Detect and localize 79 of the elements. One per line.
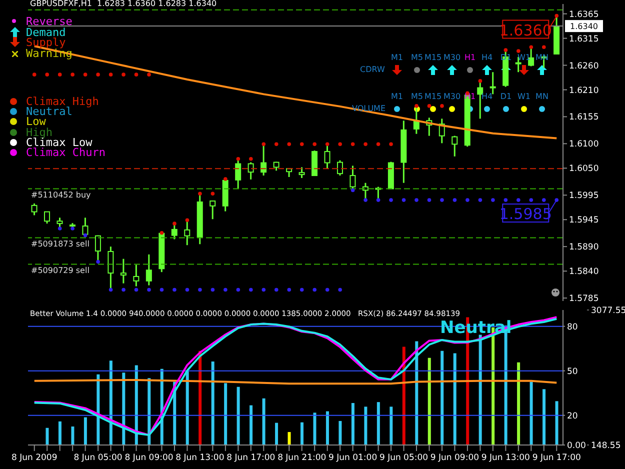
y2-tick-label: 3077.55 bbox=[591, 306, 625, 316]
annotation: High bbox=[26, 126, 52, 139]
ref-line-label: #5090729 sell bbox=[31, 266, 90, 275]
candlestick bbox=[452, 135, 458, 158]
candlestick bbox=[235, 158, 242, 190]
x-tick-label: 9 Jun 13:00 bbox=[481, 453, 530, 463]
annotation: D1 bbox=[500, 53, 512, 62]
candlestick bbox=[298, 166, 305, 179]
ref-line-label: 1.6340 bbox=[570, 22, 598, 32]
annotation: CDRW bbox=[360, 65, 385, 74]
annotation: VOLUME bbox=[352, 104, 386, 113]
annotation: Climax High bbox=[26, 95, 99, 108]
x-tick-label: 8 Jun 13:00 bbox=[176, 453, 224, 463]
ref-line-label: #5091873 sell bbox=[31, 239, 90, 248]
annotation: MN bbox=[536, 92, 548, 101]
candlestick bbox=[146, 254, 152, 286]
candlestick bbox=[184, 219, 190, 246]
annotation: M15 bbox=[424, 92, 442, 101]
y-tick-label: 1.5785 bbox=[569, 294, 599, 304]
candlestick bbox=[44, 211, 50, 224]
annotation: M5 bbox=[411, 53, 423, 62]
annotation: W1 bbox=[518, 53, 530, 62]
annotation: Supply bbox=[26, 36, 66, 49]
x-tick-label: 9 Jun 17:00 bbox=[532, 453, 581, 463]
candlestick bbox=[133, 264, 140, 288]
annotation: H1 bbox=[464, 53, 476, 62]
candlestick bbox=[94, 234, 101, 263]
x-tick-label: 8 Jun 2009 bbox=[12, 453, 58, 463]
candlestick bbox=[490, 71, 496, 95]
annotation: M30 bbox=[443, 92, 461, 101]
y-tick-label: 1.6100 bbox=[569, 140, 599, 150]
candlestick bbox=[120, 258, 126, 284]
x-tick-label: 9 Jun 05:00 bbox=[379, 453, 428, 463]
y-tick-label: 1.6365 bbox=[569, 10, 599, 20]
x-tick-label: 8 Jun 05:00 bbox=[74, 453, 122, 463]
candlestick bbox=[171, 222, 178, 240]
y-tick-label: 1.5840 bbox=[569, 267, 599, 278]
y-tick-label: 1.5945 bbox=[569, 216, 599, 226]
y-tick-label: 1.6210 bbox=[569, 86, 599, 96]
ref-line-label: #5110452 buy bbox=[31, 190, 92, 200]
annotation: Demand bbox=[26, 26, 66, 38]
y-tick-label: 1.5995 bbox=[569, 191, 599, 202]
annotation: M1 bbox=[391, 53, 403, 62]
annotation: W1 bbox=[518, 92, 530, 101]
y-tick-label: 50 bbox=[567, 366, 578, 377]
y-tick-label: 1.6260 bbox=[569, 61, 599, 72]
candlestick bbox=[210, 200, 216, 220]
candlestick bbox=[528, 47, 534, 67]
y-tick-label: 1.6050 bbox=[569, 164, 599, 174]
x-tick-label: 8 Jun 09:00 bbox=[124, 453, 174, 463]
y-tick-label: 1.6315 bbox=[569, 34, 599, 44]
candlestick bbox=[350, 164, 356, 191]
x-tick-label: 8 Jun 21:00 bbox=[278, 453, 326, 463]
candlestick bbox=[336, 160, 343, 176]
candlestick bbox=[82, 216, 88, 236]
y-tick-label: 1.5890 bbox=[569, 242, 599, 253]
annotation: Climax Churn bbox=[26, 146, 106, 159]
annotation: Reverse bbox=[26, 15, 72, 28]
candlestick bbox=[56, 216, 63, 230]
annotation: H4 bbox=[481, 53, 493, 62]
y-tick-label: 0.00 bbox=[567, 441, 586, 452]
y-tick-label: 80 bbox=[567, 322, 578, 332]
candlestick bbox=[31, 202, 38, 216]
annotation: M1 bbox=[391, 92, 403, 101]
annotation: H4 bbox=[481, 92, 493, 101]
y2-tick-label: 148.55 bbox=[591, 441, 621, 452]
candlestick bbox=[260, 142, 267, 176]
candlestick bbox=[108, 246, 114, 290]
y-tick-label: 1.6155 bbox=[569, 112, 599, 123]
annotation: D1 bbox=[500, 92, 512, 101]
x-tick-label: 9 Jun 01:00 bbox=[328, 453, 378, 463]
y-tick-label: 20 bbox=[567, 411, 578, 422]
annotation: M15 bbox=[424, 53, 442, 62]
annotation: M30 bbox=[443, 53, 461, 62]
x-tick-label: 8 Jun 17:00 bbox=[226, 453, 276, 463]
annotation: M5 bbox=[411, 92, 423, 101]
candlestick bbox=[248, 162, 254, 180]
x-tick-label: 9 Jun 09:00 bbox=[430, 453, 480, 463]
chart-title: GBPUSDFXF,H1 1.6283 1.6360 1.6283 1.6340 bbox=[30, 0, 217, 8]
